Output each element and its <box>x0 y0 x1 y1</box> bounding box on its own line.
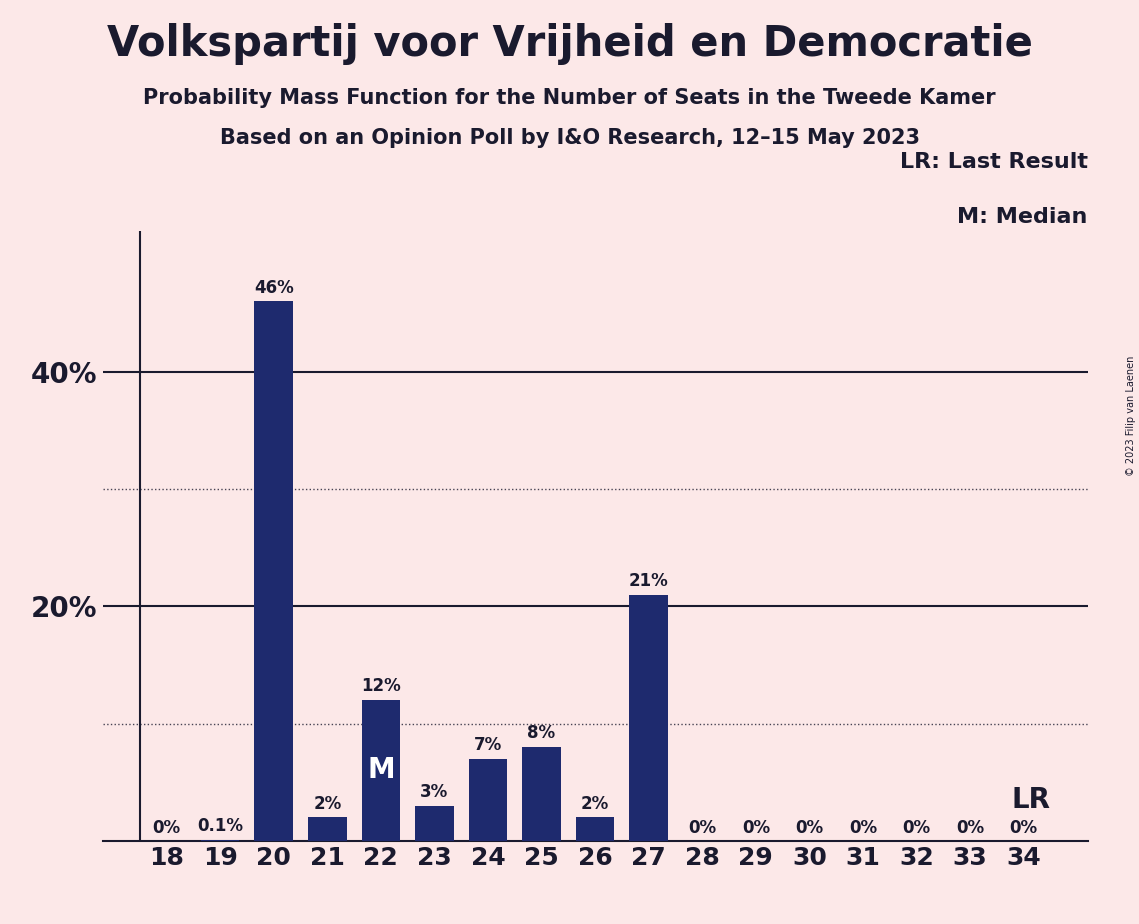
Text: Volkspartij voor Vrijheid en Democratie: Volkspartij voor Vrijheid en Democratie <box>107 23 1032 65</box>
Text: 0%: 0% <box>153 820 181 837</box>
Text: M: Median: M: Median <box>958 207 1088 226</box>
Bar <box>415 806 453 841</box>
Text: Probability Mass Function for the Number of Seats in the Tweede Kamer: Probability Mass Function for the Number… <box>144 88 995 108</box>
Bar <box>200 840 239 841</box>
Text: 2%: 2% <box>313 795 342 813</box>
Text: 21%: 21% <box>629 572 669 590</box>
Text: 0%: 0% <box>902 820 931 837</box>
Bar <box>630 594 667 841</box>
Bar <box>523 747 560 841</box>
Text: 7%: 7% <box>474 736 502 754</box>
Text: 3%: 3% <box>420 783 449 801</box>
Text: LR: Last Result: LR: Last Result <box>900 152 1088 172</box>
Text: 46%: 46% <box>254 279 294 297</box>
Bar <box>308 818 346 841</box>
Text: 12%: 12% <box>361 677 401 696</box>
Text: 0.1%: 0.1% <box>197 817 243 835</box>
Text: Based on an Opinion Poll by I&O Research, 12–15 May 2023: Based on an Opinion Poll by I&O Research… <box>220 128 919 148</box>
Bar <box>469 759 507 841</box>
Bar <box>361 700 400 841</box>
Text: 0%: 0% <box>741 820 770 837</box>
Bar <box>576 818 614 841</box>
Text: 0%: 0% <box>795 820 823 837</box>
Text: © 2023 Filip van Laenen: © 2023 Filip van Laenen <box>1126 356 1136 476</box>
Text: M: M <box>367 757 395 784</box>
Text: LR: LR <box>1011 785 1050 814</box>
Text: 0%: 0% <box>1009 820 1038 837</box>
Text: 0%: 0% <box>688 820 716 837</box>
Text: 0%: 0% <box>956 820 984 837</box>
Text: 2%: 2% <box>581 795 609 813</box>
Text: 0%: 0% <box>849 820 877 837</box>
Text: 8%: 8% <box>527 724 556 742</box>
Bar <box>254 301 293 841</box>
